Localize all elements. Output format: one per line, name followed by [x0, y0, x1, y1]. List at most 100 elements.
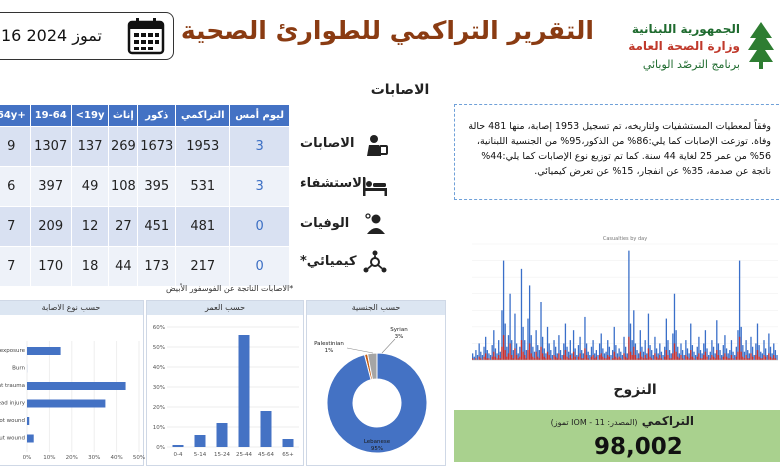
- x-tick-label: 0%: [23, 455, 32, 461]
- death-bar: [686, 356, 689, 360]
- col-header-male: ذكور: [137, 104, 177, 127]
- report-date: 16 تموز 2024: [1, 26, 102, 45]
- death-bar: [665, 350, 667, 360]
- x-tick-label: 15-24: [214, 452, 230, 458]
- slice-value-label: 3%: [395, 334, 404, 340]
- injury-bar: [550, 350, 552, 360]
- date-box: 16 تموز 2024: [0, 12, 174, 60]
- injury-bar: [750, 336, 752, 360]
- injury-bar: [655, 348, 658, 360]
- daily-casualties-chart: Casualties by day: [472, 236, 778, 361]
- displacement-label: التراكمي (المصدر: IOM - 11 تموز): [551, 414, 694, 428]
- injury-bar: [595, 350, 598, 360]
- death-bar: [528, 343, 531, 360]
- table-cell: 397: [29, 166, 72, 207]
- death-bar: [716, 350, 718, 360]
- death-bar: [524, 355, 526, 360]
- death-bar: [699, 358, 702, 360]
- death-bar: [745, 355, 747, 360]
- death-bar: [732, 358, 734, 360]
- death-bar: [672, 353, 674, 360]
- injury-bar: [629, 323, 632, 360]
- death-bar: [649, 356, 651, 360]
- injury-bar: [577, 345, 580, 360]
- injury-bar: [502, 260, 505, 360]
- injury-bar: [519, 346, 521, 360]
- injury-bar: [636, 350, 638, 360]
- row-label-deaths: الوفيات: [300, 216, 350, 231]
- slice-label: Palestinian: [314, 341, 344, 347]
- injury-bar: [582, 353, 584, 360]
- injury-bar: [608, 346, 611, 360]
- death-bar: [641, 356, 643, 360]
- injury-bar: [515, 343, 518, 360]
- death-bar: [571, 358, 573, 360]
- injury-bar: [693, 351, 695, 360]
- injury-bar: [626, 353, 628, 360]
- death-bar: [507, 353, 510, 360]
- injury-bar: [594, 353, 596, 360]
- injured-person-icon: [367, 135, 388, 156]
- death-bar: [613, 351, 615, 360]
- death-bar: [501, 346, 503, 360]
- bar: [194, 435, 206, 447]
- injury-bar: [712, 346, 715, 360]
- death-bar: [556, 358, 558, 360]
- table-cell: 12: [70, 206, 110, 247]
- death-bar: [535, 351, 537, 360]
- injury-bar: [717, 343, 720, 360]
- injury-bar: [585, 343, 588, 360]
- table-row-hospitalization: 6 397 49 108 395 531 3: [0, 166, 290, 207]
- displacement-value: 98,002: [594, 434, 683, 460]
- death-bar: [595, 356, 598, 360]
- category-label: Chemical exposure: [0, 348, 26, 354]
- death-bar: [771, 358, 773, 360]
- death-bar: [517, 358, 519, 360]
- injury-bar: [506, 346, 508, 360]
- death-bar: [550, 358, 552, 360]
- injury-bar: [647, 313, 650, 360]
- death-bar: [651, 358, 653, 360]
- injury-bar: [569, 340, 571, 360]
- x-tick-label: 45-64: [258, 452, 274, 458]
- death-bar: [478, 356, 480, 360]
- casualty-table: 64y+ 19-64 <19y إناث ذكور التراكمي ليوم …: [0, 104, 290, 287]
- injury-bar: [514, 313, 516, 360]
- death-bar: [584, 348, 586, 360]
- injury-bar: [491, 345, 493, 360]
- death-bar: [598, 355, 601, 360]
- injury-bar: [763, 340, 765, 360]
- injury-bar: [688, 353, 690, 360]
- death-bar: [690, 350, 692, 360]
- table-cell: 137: [70, 126, 110, 167]
- death-bar: [546, 351, 549, 360]
- injury-bar: [665, 318, 667, 360]
- death-bar: [646, 358, 648, 360]
- injury-bar: [691, 345, 694, 360]
- injury-bar: [638, 353, 640, 360]
- death-bar: [747, 358, 749, 360]
- table-cell: 451: [137, 206, 177, 247]
- y-tick-label: 20%: [153, 405, 165, 411]
- injury-bar: [590, 346, 593, 360]
- death-bar: [541, 353, 544, 360]
- injury-bar: [494, 348, 497, 360]
- injury-bar: [564, 323, 567, 360]
- chart-by-nationality: حسب الجنسية Lebanese 95% Palestinian 1% Syri…: [306, 300, 446, 466]
- slice-label: Lebanese: [364, 439, 391, 445]
- injury-bar: [773, 343, 775, 360]
- death-bar: [740, 351, 742, 360]
- death-bar: [761, 358, 764, 360]
- death-bar: [634, 355, 637, 360]
- death-bar: [642, 358, 645, 360]
- injury-bar: [686, 348, 689, 360]
- death-bar: [493, 351, 495, 360]
- death-bar: [748, 358, 751, 360]
- death-bar: [727, 358, 729, 360]
- injury-bar: [581, 350, 583, 360]
- death-bar: [769, 356, 772, 360]
- chart-title-nationality: حسب الجنسية: [307, 301, 445, 315]
- death-bar: [773, 355, 775, 360]
- injury-bar: [532, 346, 534, 360]
